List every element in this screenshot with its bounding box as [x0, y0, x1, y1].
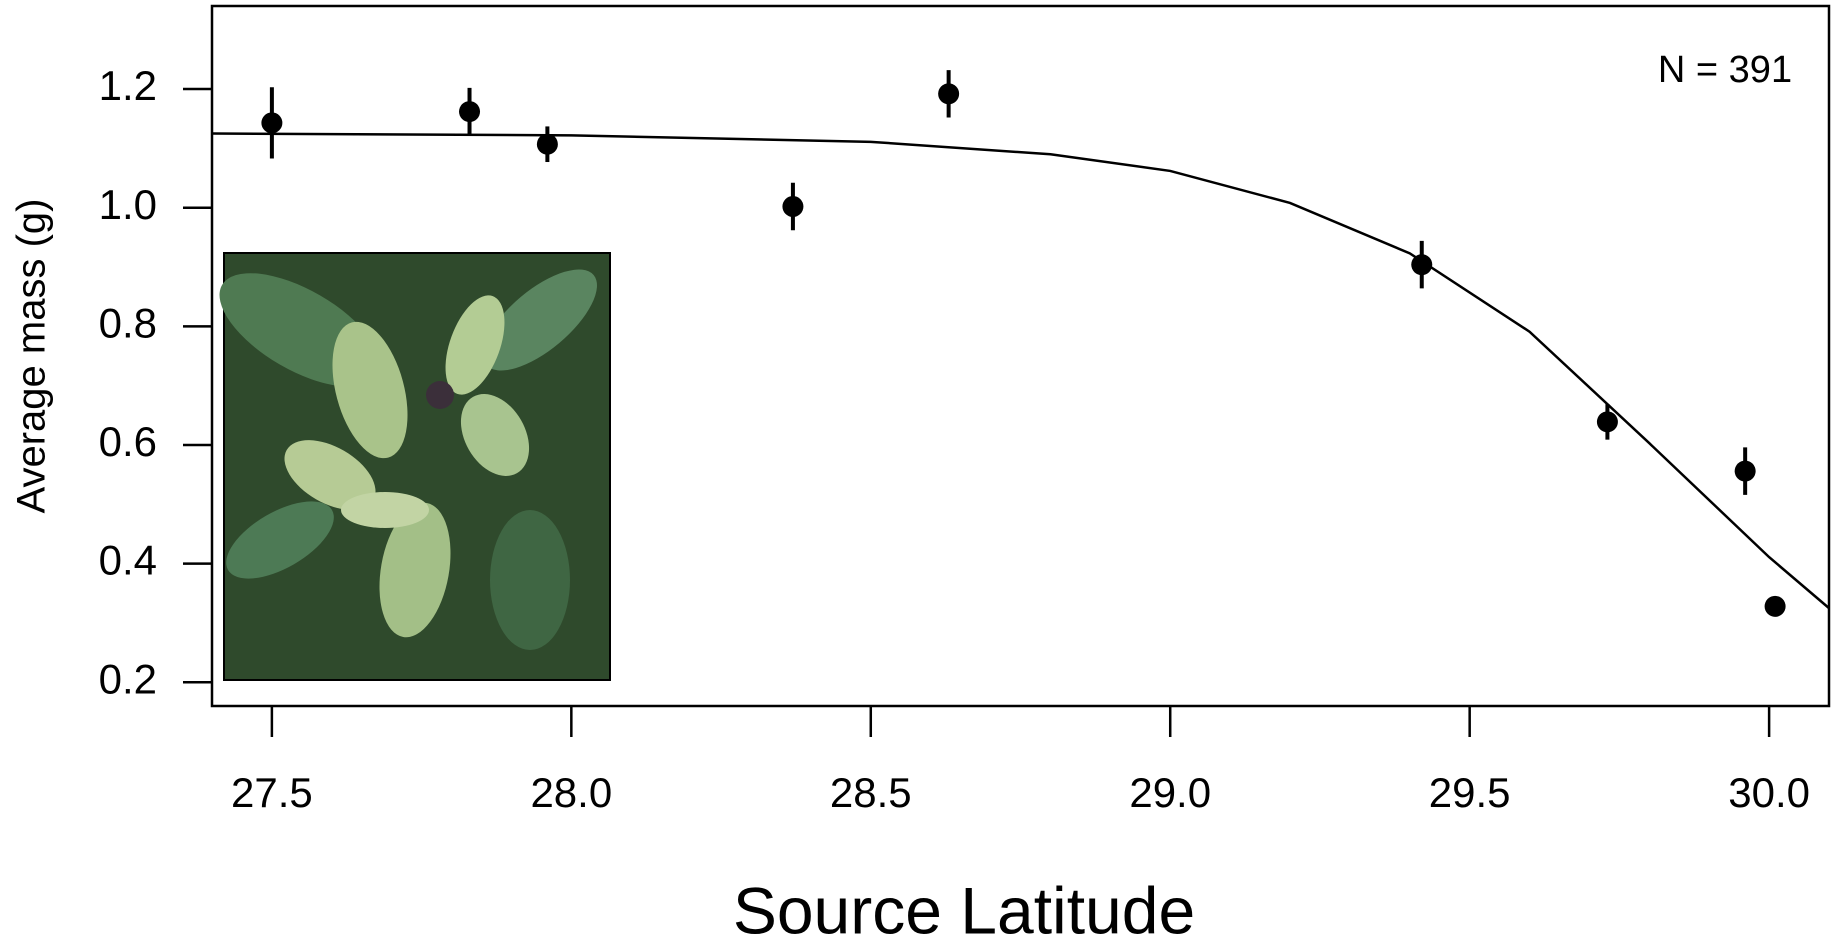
y-tick-label: 1.0: [99, 181, 157, 228]
y-tick-label: 0.6: [99, 418, 157, 465]
fit-curve: [211, 132, 1830, 610]
y-tick-label: 1.2: [99, 62, 157, 109]
x-tick-label: 30.0: [1728, 769, 1810, 816]
data-point: [1734, 460, 1756, 482]
x-tick-label: 29.5: [1429, 769, 1511, 816]
data-point: [261, 112, 283, 134]
x-tick-label: 28.5: [830, 769, 912, 816]
x-axis-title: Source Latitude: [733, 873, 1195, 945]
x-tick-label: 28.0: [530, 769, 612, 816]
inset-photo: [219, 252, 611, 681]
x-tick-label: 27.5: [231, 769, 313, 816]
data-point: [536, 133, 558, 155]
y-axis-title: Average mass (g): [10, 199, 54, 514]
data-point: [938, 83, 960, 105]
x-tick-label: 29.0: [1129, 769, 1211, 816]
y-tick-label: 0.8: [99, 299, 157, 346]
plot-frame: [210, 4, 1831, 708]
data-point: [782, 196, 804, 218]
data-point: [459, 101, 481, 123]
data-point: [1764, 595, 1786, 617]
annotation: N = 391: [1658, 49, 1792, 91]
y-tick-label: 0.4: [99, 537, 157, 584]
data-point: [1411, 254, 1433, 276]
y-tick-label: 0.2: [99, 655, 157, 702]
data-point: [1596, 411, 1618, 433]
